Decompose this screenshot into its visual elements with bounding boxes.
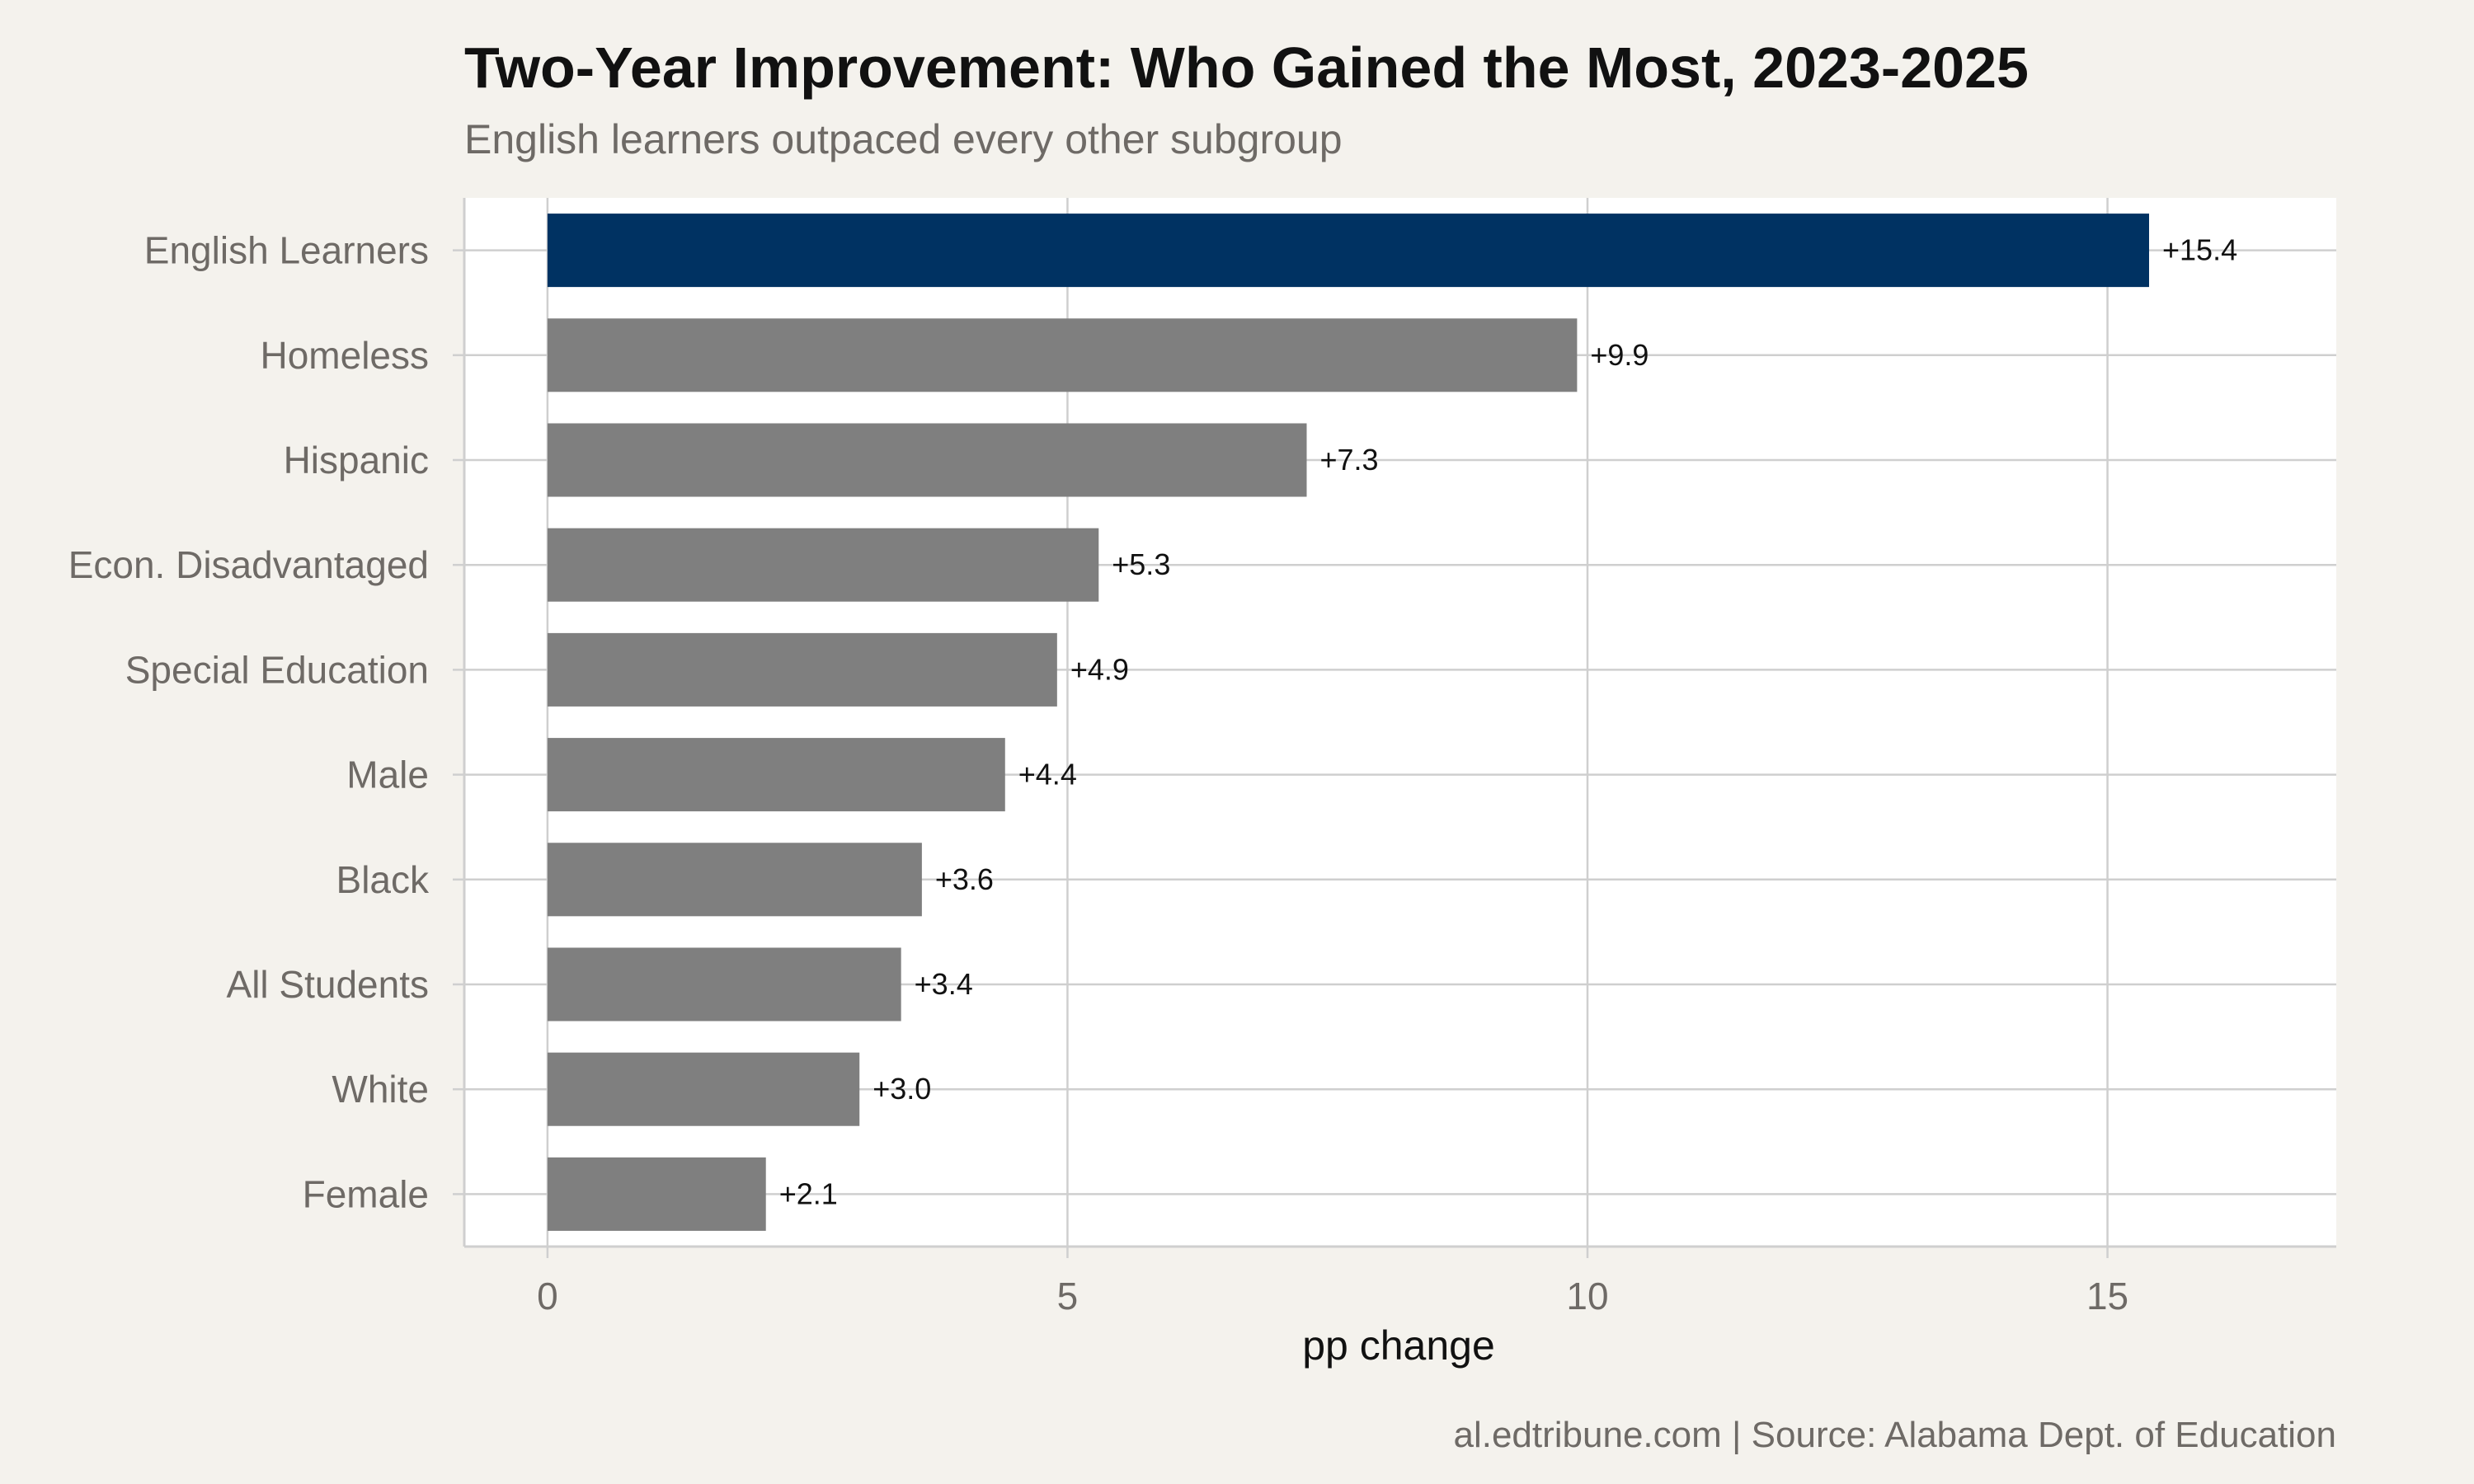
bar xyxy=(547,1157,766,1231)
category-label: Black xyxy=(336,858,430,901)
data-label: +3.4 xyxy=(915,967,973,1001)
category-label: Male xyxy=(346,754,429,796)
category-label: Homeless xyxy=(260,334,429,377)
x-tick-label: 0 xyxy=(537,1275,558,1317)
category-label: Special Education xyxy=(125,648,429,691)
x-tick-label: 5 xyxy=(1057,1275,1079,1317)
data-label: +4.9 xyxy=(1070,652,1129,686)
chart-title: Two-Year Improvement: Who Gained the Mos… xyxy=(464,35,2029,100)
data-label: +7.3 xyxy=(1320,443,1379,477)
chart-subtitle: English learners outpaced every other su… xyxy=(464,116,1343,162)
data-label: +3.6 xyxy=(935,862,994,896)
data-label: +9.9 xyxy=(1590,338,1649,372)
category-label: Female xyxy=(303,1172,429,1215)
data-label: +4.4 xyxy=(1018,758,1077,791)
data-label: +15.4 xyxy=(2162,233,2237,267)
bar xyxy=(547,843,922,917)
x-tick-label: 10 xyxy=(1566,1275,1608,1317)
bar xyxy=(547,1052,860,1126)
bar xyxy=(547,632,1057,707)
category-label: White xyxy=(332,1068,429,1111)
data-label: +5.3 xyxy=(1112,547,1170,581)
data-label: +3.0 xyxy=(872,1072,931,1106)
bar xyxy=(547,214,2149,288)
chart-caption: al.edtribune.com | Source: Alabama Dept.… xyxy=(1453,1415,2336,1455)
bar xyxy=(547,423,1307,497)
category-label: Hispanic xyxy=(284,439,429,481)
category-label: Econ. Disadvantaged xyxy=(68,543,429,586)
category-label: All Students xyxy=(227,963,429,1006)
bar xyxy=(547,738,1005,812)
bar xyxy=(547,947,901,1021)
data-label: +2.1 xyxy=(779,1176,838,1210)
category-label: English Learners xyxy=(144,229,429,272)
bar xyxy=(547,318,1578,392)
x-axis-title: pp change xyxy=(1302,1322,1495,1369)
bar xyxy=(547,528,1099,602)
x-tick-label: 15 xyxy=(2086,1275,2128,1317)
